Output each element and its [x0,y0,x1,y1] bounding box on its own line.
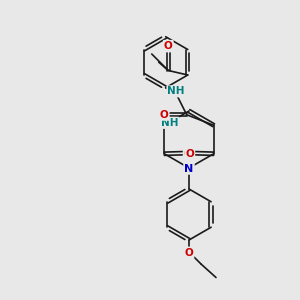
Text: NH: NH [161,118,178,128]
Text: O: O [185,149,194,159]
Text: NH: NH [167,86,185,96]
Text: N: N [184,164,194,174]
Text: O: O [164,41,172,51]
Text: O: O [184,149,193,159]
Text: O: O [184,248,194,258]
Text: O: O [160,110,169,120]
